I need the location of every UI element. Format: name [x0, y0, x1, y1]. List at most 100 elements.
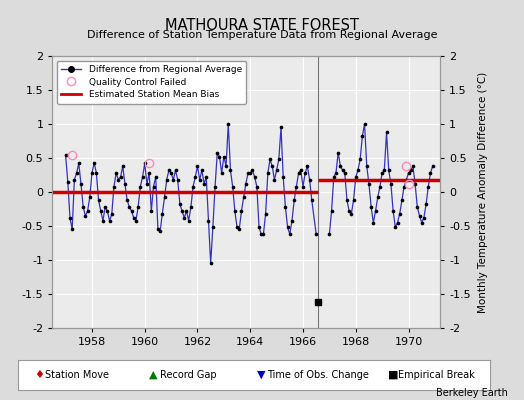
Point [140, 160, 149, 167]
Point [277, 124, 285, 130]
Point [178, 208, 187, 214]
Point [369, 219, 377, 226]
Point [204, 217, 213, 224]
Point [290, 197, 298, 203]
Point [74, 160, 83, 167]
Point [167, 170, 176, 176]
Point [105, 217, 114, 224]
Point [374, 194, 382, 201]
Point [92, 170, 101, 176]
Point [297, 167, 305, 174]
Point [94, 197, 103, 203]
Point [334, 149, 342, 156]
Point [110, 183, 118, 190]
Point [79, 204, 88, 210]
Text: ▲: ▲ [149, 370, 158, 380]
Point [301, 170, 309, 176]
Point [332, 170, 340, 176]
Point [85, 194, 94, 201]
Point [228, 183, 237, 190]
Point [312, 231, 320, 237]
Point [136, 183, 145, 190]
Point [292, 183, 301, 190]
Point [308, 197, 316, 203]
Point [385, 167, 393, 174]
Point [413, 204, 421, 210]
Point [156, 228, 165, 235]
Point [383, 129, 391, 135]
Point [343, 197, 351, 203]
Point [363, 163, 371, 169]
Point [336, 163, 345, 169]
Point [279, 174, 287, 180]
Point [248, 167, 257, 174]
Point [127, 208, 136, 214]
Point [305, 176, 314, 183]
Point [138, 174, 147, 180]
Point [226, 167, 235, 174]
Text: ♦: ♦ [34, 370, 44, 380]
Point [398, 197, 406, 203]
Point [206, 260, 215, 266]
Point [202, 174, 211, 180]
Point [416, 212, 424, 219]
Point [200, 181, 208, 187]
Point [407, 167, 415, 174]
Point [389, 208, 397, 214]
Point [182, 208, 191, 214]
Text: Empirical Break: Empirical Break [398, 370, 475, 380]
Point [387, 181, 395, 187]
Point [217, 170, 226, 176]
Point [125, 204, 134, 210]
Legend: Difference from Regional Average, Quality Control Failed, Estimated Station Mean: Difference from Regional Average, Qualit… [57, 60, 246, 104]
Point [268, 163, 276, 169]
Point [68, 226, 77, 232]
Point [101, 204, 110, 210]
Point [123, 197, 132, 203]
Point [239, 194, 248, 201]
Point [116, 174, 125, 180]
Text: MATHOURA STATE FOREST: MATHOURA STATE FOREST [165, 18, 359, 33]
Point [132, 217, 140, 224]
Point [264, 170, 272, 176]
Point [169, 176, 178, 183]
Point [418, 219, 426, 226]
Point [121, 181, 129, 187]
Point [409, 163, 417, 169]
Point [325, 231, 334, 237]
Point [154, 226, 162, 232]
Point [147, 208, 156, 214]
Point [420, 215, 428, 221]
Point [180, 215, 189, 221]
Point [184, 217, 193, 224]
Point [378, 170, 386, 176]
Point [246, 170, 255, 176]
Point [211, 183, 219, 190]
Point [411, 181, 419, 187]
Point [405, 170, 413, 176]
Point [394, 219, 402, 226]
Point [330, 174, 338, 180]
Point [350, 197, 358, 203]
Point [160, 194, 169, 201]
Point [66, 215, 74, 221]
Point [270, 176, 279, 183]
Point [96, 208, 105, 214]
Point [250, 174, 259, 180]
Point [77, 181, 85, 187]
Point [427, 170, 435, 176]
Point [341, 170, 349, 176]
Point [380, 167, 388, 174]
Point [213, 149, 222, 156]
Point [209, 224, 217, 230]
Point [215, 154, 224, 160]
Point [259, 231, 268, 237]
Point [396, 210, 404, 217]
Point [191, 174, 200, 180]
Point [372, 208, 380, 214]
Point [272, 167, 281, 174]
Point [376, 183, 384, 190]
Text: ■: ■ [388, 370, 398, 380]
Point [165, 167, 173, 174]
Point [173, 176, 182, 183]
